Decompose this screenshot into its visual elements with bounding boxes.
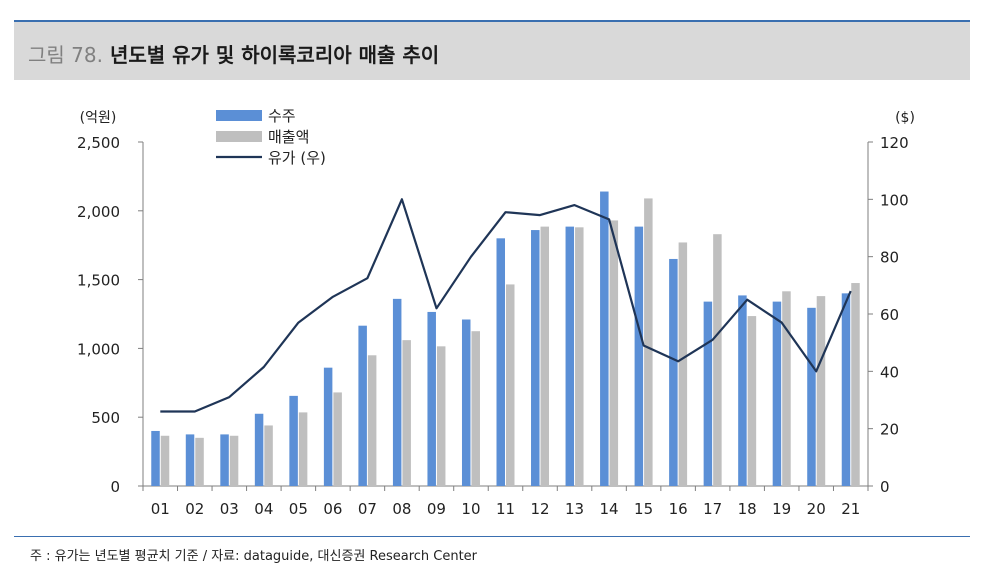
left-tick-label: 1,000 — [77, 340, 120, 358]
sales-bar — [816, 296, 826, 486]
sales-bar — [782, 291, 791, 486]
x-tick-label: 20 — [807, 500, 826, 518]
x-tick-label: 18 — [738, 500, 757, 518]
figure-title-text: 년도별 유가 및 하이록코리아 매출 추이 — [109, 43, 440, 67]
sales-bar — [471, 331, 480, 486]
orders-bar — [634, 226, 644, 486]
orders-bar — [461, 319, 471, 486]
orders-bar — [772, 301, 782, 486]
legend-orders-swatch — [216, 110, 262, 121]
x-tick-label: 17 — [703, 500, 722, 518]
sales-bar — [367, 355, 377, 486]
sales-bar — [851, 283, 860, 486]
orders-bar — [289, 395, 298, 486]
figure-number: 그림 78. — [28, 43, 103, 67]
sales-bar — [713, 234, 722, 486]
orders-bar — [703, 301, 713, 486]
x-tick-label: 16 — [669, 500, 688, 518]
sales-bar — [298, 412, 308, 486]
sales-bar — [506, 284, 515, 486]
title-top-rule — [14, 20, 970, 22]
legend-orders-label: 수주 — [268, 107, 296, 125]
orders-bar — [358, 325, 367, 486]
right-tick-label: 120 — [880, 134, 909, 152]
orders-bar — [220, 434, 229, 486]
sales-bar — [747, 316, 757, 486]
right-axis-unit: ($) — [895, 110, 915, 126]
orders-bar — [427, 311, 436, 486]
x-tick-label: 10 — [461, 500, 480, 518]
left-tick-label: 1,500 — [77, 272, 120, 290]
x-tick-label: 19 — [772, 500, 791, 518]
sales-bar — [678, 242, 688, 486]
x-tick-label: 04 — [254, 500, 273, 518]
figure-title: 그림 78. 년도별 유가 및 하이록코리아 매출 추이 — [28, 39, 439, 68]
left-tick-label: 2,500 — [77, 134, 120, 152]
x-tick-label: 01 — [151, 500, 170, 518]
right-tick-label: 60 — [880, 306, 899, 324]
sales-bar — [229, 435, 239, 486]
left-axis-unit: (억원) — [80, 110, 117, 126]
sales-bar — [160, 435, 170, 486]
right-tick-label: 20 — [880, 421, 899, 439]
orders-bar — [254, 413, 264, 486]
orders-bar — [807, 307, 816, 486]
right-tick-label: 100 — [880, 191, 909, 209]
sales-bar — [436, 346, 446, 486]
orders-bar — [565, 226, 575, 486]
x-tick-label: 08 — [392, 500, 411, 518]
left-tick-label: 500 — [91, 409, 120, 427]
x-tick-label: 13 — [565, 500, 584, 518]
orders-bar — [738, 295, 747, 486]
title-band: 그림 78. 년도별 유가 및 하이록코리아 매출 추이 — [14, 22, 970, 80]
x-tick-label: 02 — [185, 500, 204, 518]
x-tick-label: 06 — [323, 500, 342, 518]
orders-bar — [185, 434, 195, 486]
oil-price-line — [160, 198, 852, 413]
orders-bar — [669, 258, 678, 486]
sales-bar — [575, 227, 584, 486]
x-tick-label: 21 — [841, 500, 860, 518]
orders-bar — [531, 230, 540, 486]
x-tick-label: 14 — [600, 500, 619, 518]
x-tick-label: 11 — [496, 500, 515, 518]
x-tick-label: 03 — [220, 500, 239, 518]
sales-bar — [402, 340, 411, 486]
left-tick-label: 2,000 — [77, 203, 120, 221]
orders-bar — [496, 238, 505, 486]
sales-bar — [333, 392, 342, 486]
sales-bar — [195, 437, 204, 486]
orders-bar — [392, 298, 402, 486]
x-tick-label: 05 — [289, 500, 308, 518]
sales-bar — [264, 425, 273, 486]
legend-sales-swatch — [216, 131, 262, 142]
right-tick-label: 0 — [880, 478, 890, 496]
orders-bar — [151, 430, 160, 486]
legend-oil-label: 유가 (우) — [268, 149, 326, 167]
left-tick-label: 0 — [110, 478, 120, 496]
footer-rule — [14, 536, 970, 537]
x-tick-label: 07 — [358, 500, 377, 518]
right-tick-label: 40 — [880, 363, 899, 381]
sales-bar — [540, 226, 550, 486]
orders-bar — [841, 293, 851, 486]
orders-bar — [323, 367, 333, 486]
legend-sales-label: 매출액 — [268, 128, 309, 146]
x-tick-label: 12 — [530, 500, 549, 518]
orders-bar — [600, 191, 609, 486]
right-tick-label: 80 — [880, 249, 899, 267]
x-tick-label: 15 — [634, 500, 653, 518]
x-tick-label: 09 — [427, 500, 446, 518]
sales-bar — [609, 220, 619, 486]
sales-bar — [644, 198, 653, 486]
source-note: 주 : 유가는 년도별 평균치 기준 / 자료: dataguide, 대신증권… — [30, 549, 478, 564]
